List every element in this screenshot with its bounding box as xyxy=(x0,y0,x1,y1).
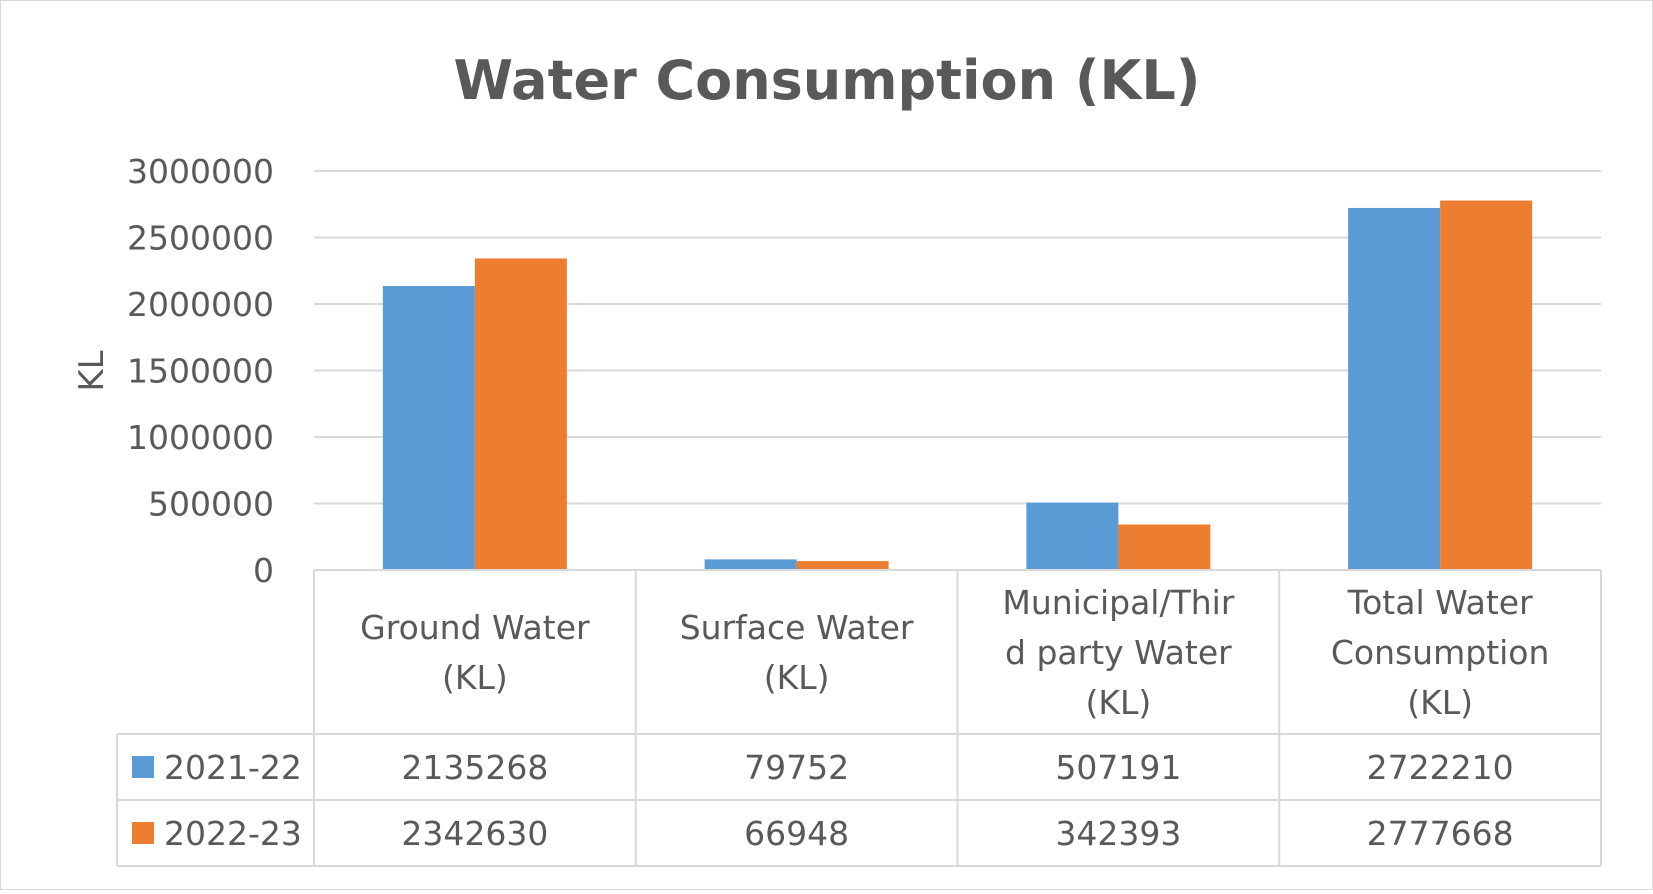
y-tick-label: 1500000 xyxy=(127,352,274,391)
category-label: d party Water xyxy=(1005,633,1232,672)
bar-2022-23 xyxy=(1440,200,1533,570)
table-value: 2722210 xyxy=(1367,748,1514,787)
bar-2022-23 xyxy=(796,561,889,570)
y-axis-label: KL xyxy=(72,350,112,391)
bar-2022-23 xyxy=(474,258,567,570)
legend-key-2021-22 xyxy=(132,756,154,778)
category-label: Total Water xyxy=(1347,583,1534,622)
table-value: 66948 xyxy=(744,814,849,853)
table-value: 507191 xyxy=(1055,748,1181,787)
bars xyxy=(382,200,1533,570)
y-tick-label: 1000000 xyxy=(127,418,274,457)
category-label: (KL) xyxy=(764,658,830,697)
category-label: Surface Water xyxy=(680,608,914,647)
legend-key-2022-23 xyxy=(132,822,154,844)
category-label: (KL) xyxy=(442,658,508,697)
table-value: 2342630 xyxy=(401,814,548,853)
y-tick-label: 3000000 xyxy=(127,152,274,191)
legend-label: 2021-22 xyxy=(164,748,302,787)
bar-2021-22 xyxy=(1348,207,1441,570)
category-label: (KL) xyxy=(1085,683,1151,722)
y-tick-label: 0 xyxy=(253,551,274,590)
y-tick-label: 2500000 xyxy=(127,219,274,258)
table-value: 342393 xyxy=(1055,814,1181,853)
category-label: Municipal/Thir xyxy=(1002,583,1234,622)
data-table: Ground Water (KL) Surface Water (KL) Municip… xyxy=(116,569,1602,867)
table-value: 2777668 xyxy=(1367,814,1514,853)
chart-title: Water Consumption (KL) xyxy=(454,49,1201,112)
bar-2022-23 xyxy=(1118,524,1211,570)
legend-label: 2022-23 xyxy=(164,814,302,853)
table-value: 2135268 xyxy=(401,748,548,787)
category-label: Consumption xyxy=(1331,633,1550,672)
y-tick-label: 500000 xyxy=(148,485,274,524)
y-tick-label: 2000000 xyxy=(127,285,274,324)
category-label: (KL) xyxy=(1407,683,1473,722)
bar-2021-22 xyxy=(1026,502,1119,570)
category-label: Ground Water xyxy=(360,608,590,647)
table-value: 79752 xyxy=(744,748,849,787)
y-axis-ticks: 0 500000 1000000 1500000 2000000 2500000 30000… xyxy=(127,152,274,590)
bar-2021-22 xyxy=(704,559,797,570)
bar-2021-22 xyxy=(382,286,475,570)
